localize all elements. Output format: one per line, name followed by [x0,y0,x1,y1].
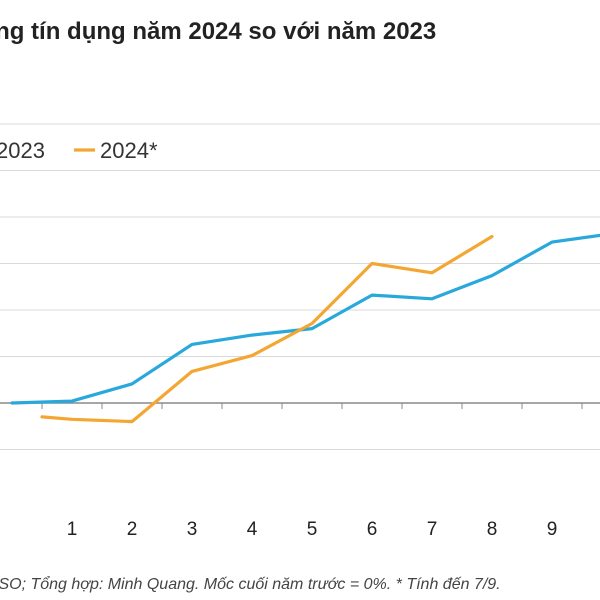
x-tick-label: 6 [367,519,378,540]
x-tick-label: 1 [67,519,78,540]
x-tick-label: 2 [127,519,138,540]
legend-label-2024: 2024* [100,138,158,163]
series-line-2024 [40,234,494,424]
x-tick-label: 8 [487,519,498,540]
gridlines [0,123,600,450]
legend-label-2023: 2023 [0,138,45,163]
series-lines [10,233,600,424]
zero-axis [0,402,600,409]
x-tick-label: 9 [547,519,558,540]
x-tick-label: 5 [307,519,318,540]
source-note: GSO; Tổng hợp: Minh Quang. Mốc cuối năm … [0,576,501,593]
x-tick-label: 3 [187,519,198,540]
x-tick-label: 4 [247,519,258,540]
x-tick-labels: 12345678910 [67,519,558,540]
legend: 2023 2024* [0,138,158,163]
x-tick-label: 7 [427,519,438,540]
chart-title: ởng tín dụng năm 2024 so với năm 2023 [0,18,437,45]
series-line-2023 [10,233,600,405]
